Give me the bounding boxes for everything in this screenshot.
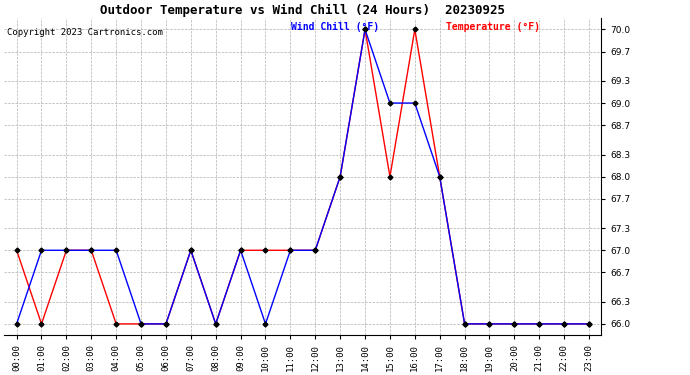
- Title: Outdoor Temperature vs Wind Chill (24 Hours)  20230925: Outdoor Temperature vs Wind Chill (24 Ho…: [100, 4, 505, 17]
- Text: Copyright 2023 Cartronics.com: Copyright 2023 Cartronics.com: [7, 28, 163, 37]
- Text: Temperature (°F): Temperature (°F): [446, 22, 540, 32]
- Text: Wind Chill (°F): Wind Chill (°F): [291, 22, 391, 32]
